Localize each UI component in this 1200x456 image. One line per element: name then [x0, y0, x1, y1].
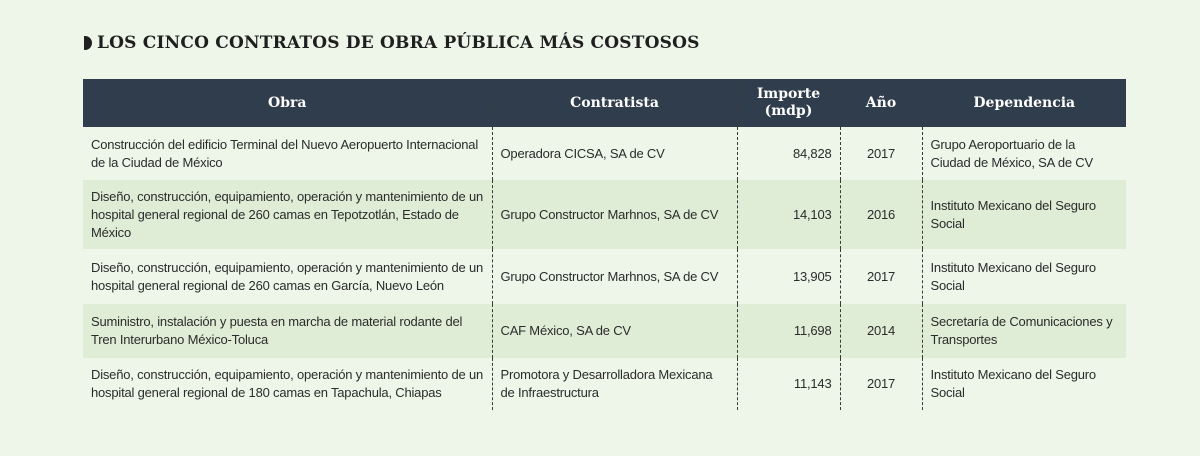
header-contratista: Contratista: [491, 79, 737, 127]
table-row: Diseño, construcción, equipamiento, oper…: [83, 358, 1126, 410]
half-circle-bullet-icon: [84, 36, 92, 50]
cell-obra: Diseño, construcción, equipamiento, oper…: [83, 358, 492, 410]
cell-anio: 2017: [839, 127, 922, 180]
header-dependencia: Dependencia: [921, 79, 1126, 127]
cell-importe: 84,828: [736, 127, 840, 180]
page-title-text: LOS CINCO CONTRATOS DE OBRA PÚBLICA MÁS …: [97, 33, 700, 53]
page-title: LOS CINCO CONTRATOS DE OBRA PÚBLICA MÁS …: [84, 33, 700, 53]
cell-dependencia: Instituto Mexicano del Seguro Social: [921, 358, 1126, 410]
cell-anio: 2017: [839, 358, 922, 410]
table-row: Diseño, construcción, equipamiento, oper…: [83, 180, 1126, 249]
table-header-row: Obra Contratista Importe (mdp) Año Depend…: [83, 79, 1126, 127]
contracts-table: Obra Contratista Importe (mdp) Año Depend…: [83, 79, 1126, 410]
cell-obra: Diseño, construcción, equipamiento, oper…: [83, 180, 492, 249]
cell-anio: 2016: [839, 180, 922, 249]
cell-dependencia: Instituto Mexicano del Seguro Social: [921, 249, 1126, 304]
cell-importe: 11,698: [736, 304, 840, 358]
cell-contratista: Operadora CICSA, SA de CV: [491, 127, 737, 180]
cell-contratista: CAF México, SA de CV: [491, 304, 737, 358]
table-row: Construcción del edificio Terminal del N…: [83, 127, 1126, 180]
cell-contratista: Grupo Constructor Marhnos, SA de CV: [491, 249, 737, 304]
cell-anio: 2017: [839, 249, 922, 304]
cell-importe: 11,143: [736, 358, 840, 410]
table-row: Diseño, construcción, equipamiento, oper…: [83, 249, 1126, 304]
table-row: Suministro, instalación y puesta en marc…: [83, 304, 1126, 358]
cell-anio: 2014: [839, 304, 922, 358]
cell-obra: Construcción del edificio Terminal del N…: [83, 127, 492, 180]
cell-importe: 14,103: [736, 180, 840, 249]
cell-obra: Diseño, construcción, equipamiento, oper…: [83, 249, 492, 304]
cell-contratista: Grupo Constructor Marhnos, SA de CV: [491, 180, 737, 249]
cell-dependencia: Grupo Aeroportuario de la Ciudad de Méxi…: [921, 127, 1126, 180]
header-anio: Año: [839, 79, 922, 127]
cell-contratista: Promotora y Desarrolladora Mexicana de I…: [491, 358, 737, 410]
cell-obra: Suministro, instalación y puesta en marc…: [83, 304, 492, 358]
header-obra: Obra: [83, 79, 492, 127]
cell-dependencia: Instituto Mexicano del Seguro Social: [921, 180, 1126, 249]
header-importe: Importe (mdp): [736, 79, 840, 127]
cell-importe: 13,905: [736, 249, 840, 304]
cell-dependencia: Secretaría de Comunicaciones y Transport…: [921, 304, 1126, 358]
